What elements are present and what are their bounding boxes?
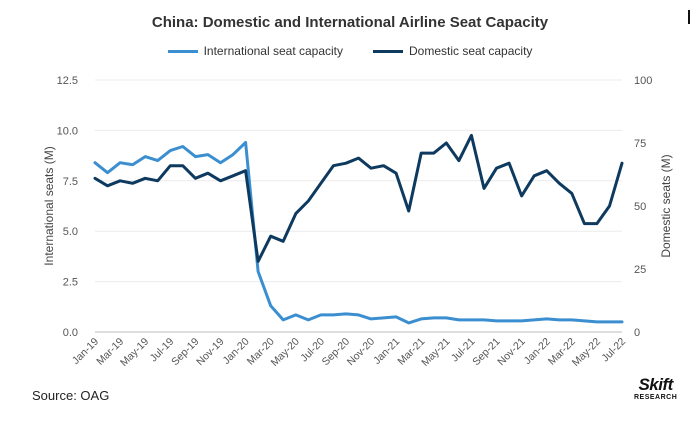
y-right-tick-label: 0 xyxy=(634,327,640,339)
y-left-tick-label: 12.5 xyxy=(57,75,78,87)
series-line-international xyxy=(93,141,624,325)
x-tick-label: Nov-20 xyxy=(345,336,378,369)
x-tick-label: May-20 xyxy=(269,336,302,369)
y-left-tick-label: 7.5 xyxy=(63,176,78,188)
series-line-domestic xyxy=(93,133,624,263)
y-right-tick-label: 100 xyxy=(634,75,652,87)
x-tick-label: May-22 xyxy=(570,336,603,369)
skift-research-logo: Skift RESEARCH xyxy=(634,376,677,401)
y-right-tick-label: 25 xyxy=(634,264,646,276)
y-right-tick-label: 50 xyxy=(634,201,646,213)
y-left-tick-label: 10.0 xyxy=(57,125,78,137)
legend-item-international: International seat capacity xyxy=(167,44,344,58)
legend-item-domestic: Domestic seat capacity xyxy=(373,44,532,58)
y-left-axis-title: International seats (M) xyxy=(42,146,56,265)
logo-top: Skift xyxy=(638,375,673,394)
legend-swatch-international xyxy=(167,49,198,53)
y-right-axis-title: Domestic seats (M) xyxy=(659,154,673,257)
chart-title: China: Domestic and International Airlin… xyxy=(151,14,549,31)
y-left-tick-label: 5.0 xyxy=(63,226,78,238)
legend-label-international: International seat capacity xyxy=(203,44,344,58)
logo-bottom: RESEARCH xyxy=(634,394,678,401)
y-left-tick-label: 0.0 xyxy=(63,327,78,339)
x-tick-label: May-19 xyxy=(118,336,151,369)
chart-legend: International seat capacity Domestic sea… xyxy=(0,44,700,58)
x-tick-label: Jul-22 xyxy=(599,336,628,365)
y-right-tick-label: 75 xyxy=(634,138,646,150)
legend-swatch-domestic xyxy=(373,49,404,53)
corner-mark xyxy=(688,10,690,24)
y-left-tick-label: 2.5 xyxy=(63,277,78,289)
x-tick-label: Nov-19 xyxy=(194,336,227,369)
legend-label-domestic: Domestic seat capacity xyxy=(409,44,533,58)
source-note: Source: OAG xyxy=(32,388,110,403)
x-tick-label: May-21 xyxy=(419,336,452,369)
x-tick-label: Nov-21 xyxy=(495,336,528,369)
